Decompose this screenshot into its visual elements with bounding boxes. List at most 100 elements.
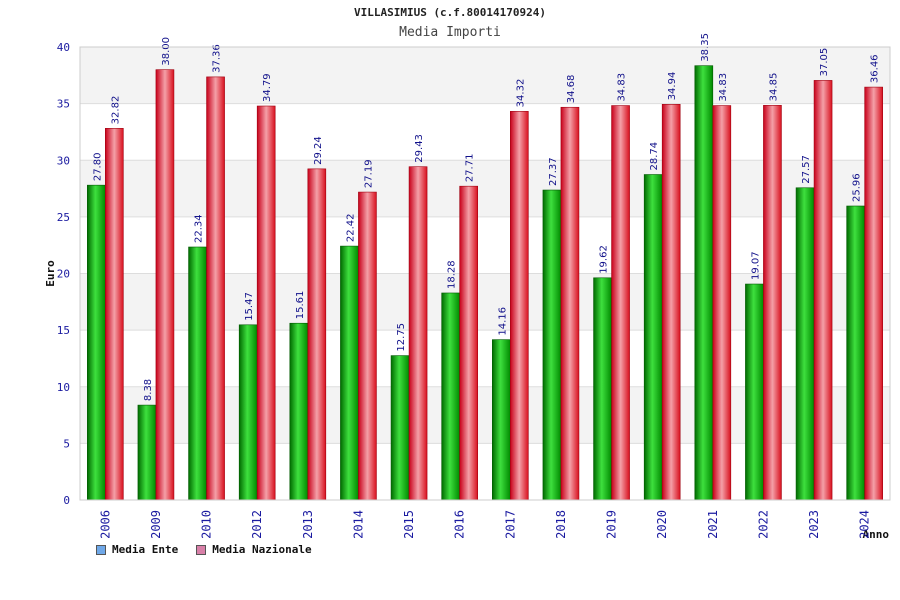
legend-swatch-media-nazionale [196,544,207,555]
x-tick-label: 2012 [250,510,264,539]
data-label: 28.74 [649,142,660,171]
bar-media-ente [846,205,865,501]
legend-item-media-nazionale: Media Nazionale [196,543,312,556]
x-tick-label: 2021 [706,510,720,539]
data-label: 8.38 [143,379,154,401]
bar-media-nazionale [155,69,175,501]
data-label: 27.37 [548,157,559,186]
data-label: 34.68 [566,75,577,104]
y-axis-label: Euro [44,260,57,287]
data-label: 34.94 [667,72,678,101]
bar-media-ente [137,404,157,501]
data-label: 27.19 [363,159,374,188]
data-label: 38.00 [161,37,172,66]
data-label: 27.71 [465,154,476,183]
data-label: 34.83 [617,73,628,102]
x-tick-label: 2015 [402,510,416,539]
x-tick-label: 2020 [655,510,669,539]
y-tick-label: 35 [57,98,70,111]
data-label: 34.85 [768,73,779,102]
legend-label-media-ente: Media Ente [112,543,179,556]
legend-swatch-media-ente [96,544,106,555]
bar-media-ente [643,174,663,501]
data-label: 37.05 [819,48,830,77]
data-label: 37.36 [212,44,223,73]
data-label: 29.43 [414,134,425,163]
bar-media-nazionale [560,106,580,501]
data-label: 34.79 [262,73,273,102]
bar-media-ente [795,187,815,501]
x-tick-label: 2022 [756,510,770,539]
x-tick-label: 2014 [351,510,365,539]
data-label: 29.24 [313,136,324,165]
bar-media-nazionale [763,105,782,501]
bar-media-ente [745,283,764,501]
chart-title: VILLASIMIUS (c.f.80014170924) [353,6,547,19]
x-tick-label: 2010 [200,510,214,539]
bar-media-nazionale [611,105,630,501]
bar-media-ente [492,339,511,501]
y-tick-label: 40 [57,41,70,54]
y-tick-label: 0 [63,494,70,507]
x-tick-label: 2018 [554,510,568,539]
x-tick-label: 2013 [301,510,315,539]
data-label: 22.34 [194,214,205,243]
bar-media-nazionale [459,185,478,501]
bar-media-ente [188,246,207,501]
x-tick-label: 2024 [858,510,872,539]
y-tick-label: 30 [57,154,70,167]
data-label: 25.96 [852,173,863,202]
x-tick-label: 2016 [453,510,467,539]
legend-label-media-nazionale: Media Nazionale [212,543,312,556]
chart-subtitle: Media Importi [399,25,501,40]
data-label: 15.61 [295,291,306,320]
bar-media-nazionale [358,191,377,501]
bar-media-ente [593,277,612,501]
y-tick-label: 10 [57,381,70,394]
bar-media-nazionale [712,105,732,501]
bar-media-nazionale [307,168,327,501]
data-label: 22.42 [345,213,356,242]
data-label: 18.28 [447,260,458,289]
data-label: 12.75 [396,323,407,352]
bar-media-nazionale [408,166,428,501]
y-tick-label: 25 [57,211,70,224]
data-label: 34.32 [515,79,526,108]
bar-media-nazionale [864,86,883,501]
data-label: 27.57 [801,155,812,184]
x-tick-label: 2019 [605,510,619,539]
x-axis-label: Anno [863,528,890,541]
data-label: 19.62 [599,245,610,274]
x-tick-label: 2009 [149,510,163,539]
bar-media-ente [238,324,258,501]
y-tick-label: 5 [63,437,70,450]
plot-frame [79,46,891,501]
bar-media-nazionale [105,128,124,501]
bar-media-ente [390,355,410,501]
data-label: 32.82 [110,96,121,125]
bar-media-nazionale [256,105,276,501]
bar-media-nazionale [813,80,833,501]
y-tick-label: 20 [57,268,70,281]
legend-item-media-ente: Media Ente [96,543,178,556]
bar-media-nazionale [206,76,225,501]
bar-media-ente [87,184,106,501]
x-tick-label: 2017 [503,510,517,539]
y-tick-label: 15 [57,324,70,337]
bar-media-ente [340,245,359,501]
bar-media-ente [289,322,309,501]
data-label: 34.83 [718,73,729,102]
x-tick-label: 2006 [98,510,112,539]
legend: Media Ente Media Nazionale [96,543,312,556]
data-label: 19.07 [750,251,761,280]
data-label: 14.16 [497,307,508,336]
x-tick-label: 2023 [807,510,821,539]
bar-media-ente [441,292,460,501]
bar-media-nazionale [661,104,681,501]
data-label: 27.80 [92,153,103,182]
bar-media-ente [694,65,714,501]
bar-media-ente [542,189,562,501]
bar-media-nazionale [510,111,529,501]
data-label: 15.47 [244,292,255,321]
